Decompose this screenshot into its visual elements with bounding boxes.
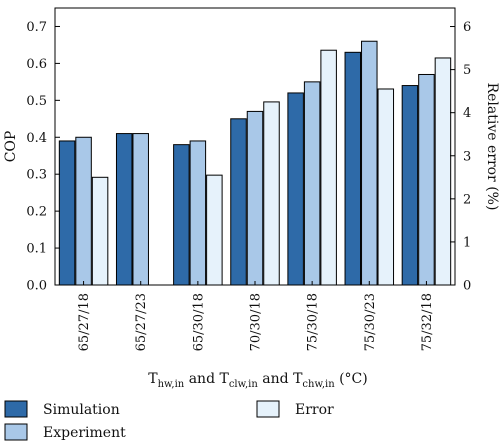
y-tick-label: 0.0	[26, 279, 47, 294]
x-tick-label: 75/32/18	[420, 293, 435, 351]
x-title-t1: T	[148, 371, 158, 387]
x-title-and2: and	[258, 371, 293, 387]
legend-label-simulation: Simulation	[43, 402, 120, 418]
x-tick-label: 75/30/23	[363, 293, 378, 351]
legend-label-experiment: Experiment	[43, 425, 126, 441]
x-title-and1: and	[184, 371, 219, 387]
bar-error-2	[206, 174, 223, 286]
x-title-sub2: clw,in	[229, 379, 259, 390]
x-axis-ticks: 65/27/18 65/27/23 65/30/18 70/30/18 75/30/18…	[77, 281, 435, 351]
bar-simulation-0	[58, 140, 76, 286]
y-tick-label: 0.7	[26, 20, 47, 35]
bar-simulation-6	[401, 85, 419, 286]
y-tick-label: 0.3	[26, 168, 47, 183]
bar-error-6	[434, 57, 452, 286]
bar-error-5	[377, 88, 395, 286]
legend-swatch-simulation	[4, 400, 28, 418]
bar-experiment-2	[189, 140, 207, 286]
y-tick-label: 0.2	[26, 205, 47, 220]
y2-tick-label: 6	[463, 20, 471, 35]
x-title-unit: (°C)	[335, 371, 368, 387]
y2-tick-label: 4	[463, 106, 471, 121]
bar-simulation-2	[173, 144, 190, 286]
x-tick-label: 70/30/18	[249, 293, 264, 351]
bars-layer	[58, 40, 452, 286]
bar-experiment-0	[75, 136, 92, 286]
x-tick-label: 65/27/18	[77, 293, 92, 351]
y2-tick-label: 3	[463, 149, 471, 164]
x-title-sub1: hw,in	[158, 379, 185, 390]
y-tick-label: 0.4	[26, 131, 47, 146]
y-tick-label: 0.6	[26, 57, 47, 72]
bar-simulation-4	[287, 92, 304, 286]
x-title-t3: T	[293, 371, 303, 387]
legend: Simulation Experiment Error	[4, 400, 334, 441]
x-tick-label: 75/30/18	[306, 293, 321, 351]
bar-experiment-6	[418, 73, 435, 286]
right-axis-ticks: 0 1 2 3 4 5 6	[450, 20, 471, 294]
y2-tick-label: 5	[463, 63, 471, 78]
bar-experiment-1	[132, 133, 149, 286]
y2-axis-title: Relative error (%)	[484, 83, 500, 211]
bar-simulation-3	[230, 118, 247, 286]
y-tick-label: 0.5	[26, 94, 47, 109]
bar-experiment-3	[246, 110, 264, 286]
x-title-sub3: chw,in	[302, 379, 335, 390]
y2-tick-label: 2	[463, 192, 471, 207]
y-axis-title: COP	[3, 131, 19, 163]
y2-tick-label: 0	[463, 279, 471, 294]
y-tick-label: 0.1	[26, 242, 47, 257]
x-tick-label: 65/30/18	[191, 293, 206, 351]
bar-experiment-5	[361, 40, 378, 286]
left-axis-ticks: 0.0 0.1 0.2 0.3 0.4 0.5 0.6 0.7	[26, 20, 60, 294]
legend-swatch-experiment	[4, 423, 28, 441]
x-title-t2: T	[219, 371, 229, 387]
bar-experiment-4	[303, 81, 321, 286]
legend-label-error: Error	[295, 402, 334, 418]
x-axis-title: Thw,in and Tclw,in and Tchw,in (°C)	[148, 371, 367, 390]
bar-error-0	[91, 176, 109, 286]
legend-swatch-error	[256, 400, 280, 418]
x-tick-label: 65/27/23	[134, 293, 149, 351]
bar-error-3	[263, 101, 280, 286]
bar-simulation-5	[344, 51, 362, 286]
bar-error-4	[320, 49, 337, 286]
y2-tick-label: 1	[463, 235, 471, 250]
bar-simulation-1	[115, 133, 133, 286]
